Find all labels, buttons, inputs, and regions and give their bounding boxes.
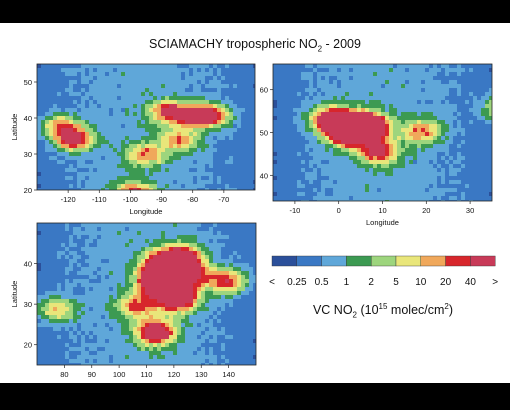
caption-exponent: 15 (378, 302, 388, 311)
colorbar-tick-label: 40 (465, 277, 477, 288)
colorbar-tick-label: 20 (440, 277, 452, 288)
title-text: SCIAMACHY tropospheric NO (149, 37, 318, 51)
x-tick-label-europe: 0 (337, 206, 341, 215)
x-axis-label-europe: Longitude (366, 218, 399, 227)
caption-open: (10 (357, 303, 379, 318)
x-tick-label-east-asia: 110 (141, 370, 153, 379)
y-tick-label-north-america: 30 (24, 150, 32, 159)
colorbar-swatch (371, 255, 397, 267)
y-tick-label-europe: 60 (260, 86, 268, 95)
caption-unit: molec/cm (387, 303, 445, 318)
x-tick-label-east-asia: 120 (168, 370, 181, 379)
x-tick-label-east-asia: 130 (195, 370, 208, 379)
y-tick-label-east-asia: 30 (24, 300, 32, 309)
map-panel-east-asia: 80 90 100 110 120 130 140 20 30 40 Longitude Latitu… (10, 222, 257, 383)
colorbar-tick-label: 10 (415, 277, 427, 288)
colorbar-swatch (271, 255, 297, 267)
colorbar: <0.25 0.5 1 2 5 10 20 40 > (269, 255, 498, 288)
title-subscript: 2 (317, 44, 323, 54)
y-tick-label-east-asia: 40 (24, 260, 32, 269)
colorbar-swatch (296, 255, 322, 267)
x-tick-label-east-asia: 100 (113, 370, 126, 379)
x-tick-label-north-america: -70 (218, 195, 229, 204)
colorbar-tick-label: 2 (368, 277, 374, 288)
y-tick-label-north-america: 20 (24, 186, 32, 195)
slide: SCIAMACHY tropospheric NO2 - 2009 -120 -1… (0, 23, 510, 383)
x-axis-label-east-asia: Longitude (130, 382, 163, 383)
caption-unit-exponent: 2 (444, 302, 449, 311)
x-tick-label-north-america: -110 (92, 195, 106, 204)
map-panel-europe: -10 0 10 20 30 40 50 60 Longitude (260, 63, 493, 227)
x-axis-label-north-america: Longitude (130, 207, 163, 216)
x-tick-label-east-asia: 80 (60, 370, 68, 379)
x-tick-label-north-america: -80 (187, 195, 198, 204)
x-tick-label-europe: 20 (422, 206, 430, 215)
y-tick-label-north-america: 40 (24, 114, 32, 123)
x-tick-label-north-america: -100 (123, 195, 138, 204)
colorbar-swatch (420, 255, 446, 267)
y-axis-label-east-asia: Latitude (10, 281, 19, 308)
figure-title: SCIAMACHY tropospheric NO2 - 2009 (0, 37, 510, 54)
colorbar-swatch (470, 255, 496, 267)
colorbar-tick-label: > (492, 277, 498, 288)
colorbar-swatch (395, 255, 421, 267)
caption-close: ) (448, 303, 454, 318)
colorbar-swatch (346, 255, 372, 267)
charts-canvas: -120 -110 -100 -90 -80 -7020304050LongitudeLa… (10, 63, 498, 383)
y-tick-label-europe: 50 (260, 129, 268, 138)
colorbar-swatch (445, 255, 471, 267)
y-tick-label-east-asia: 20 (24, 341, 32, 350)
no2-field-europe (273, 64, 492, 201)
colorbar-swatch (321, 255, 347, 267)
x-tick-label-north-america: -90 (156, 195, 167, 204)
colorbar-tick-label: 1 (344, 277, 350, 288)
caption-text: VC NO (312, 303, 353, 318)
colorbar-tick-label: 5 (393, 277, 399, 288)
map-panel-north-america: -120 -110 -100 -90 -80 -70 20 30 40 50 Longitude La… (10, 63, 256, 216)
y-axis-label-north-america: Latitude (10, 114, 19, 141)
no2-field-north-america (37, 64, 255, 190)
x-tick-label-europe: 10 (378, 206, 386, 215)
x-tick-label-east-asia: 140 (222, 370, 235, 379)
x-tick-label-north-america: -120 (61, 195, 76, 204)
y-tick-label-north-america: 50 (24, 78, 32, 87)
colorbar-tick-label: 0.5 (315, 277, 329, 288)
caption-subscript: 2 (352, 310, 357, 320)
y-tick-label-europe: 40 (260, 171, 268, 180)
x-tick-label-europe: -10 (289, 206, 300, 215)
x-tick-label-europe: 30 (466, 206, 474, 215)
colorbar-tick-label: < (269, 277, 275, 288)
title-year: - 2009 (322, 37, 361, 51)
no2-field-east-asia (37, 223, 256, 365)
colorbar-caption: VC NO2 (1015 molec/cm2) (268, 302, 498, 320)
colorbar-tick-label: 0.25 (287, 277, 307, 288)
plot-frame-north-america (36, 63, 256, 191)
x-tick-label-east-asia: 90 (88, 370, 96, 379)
